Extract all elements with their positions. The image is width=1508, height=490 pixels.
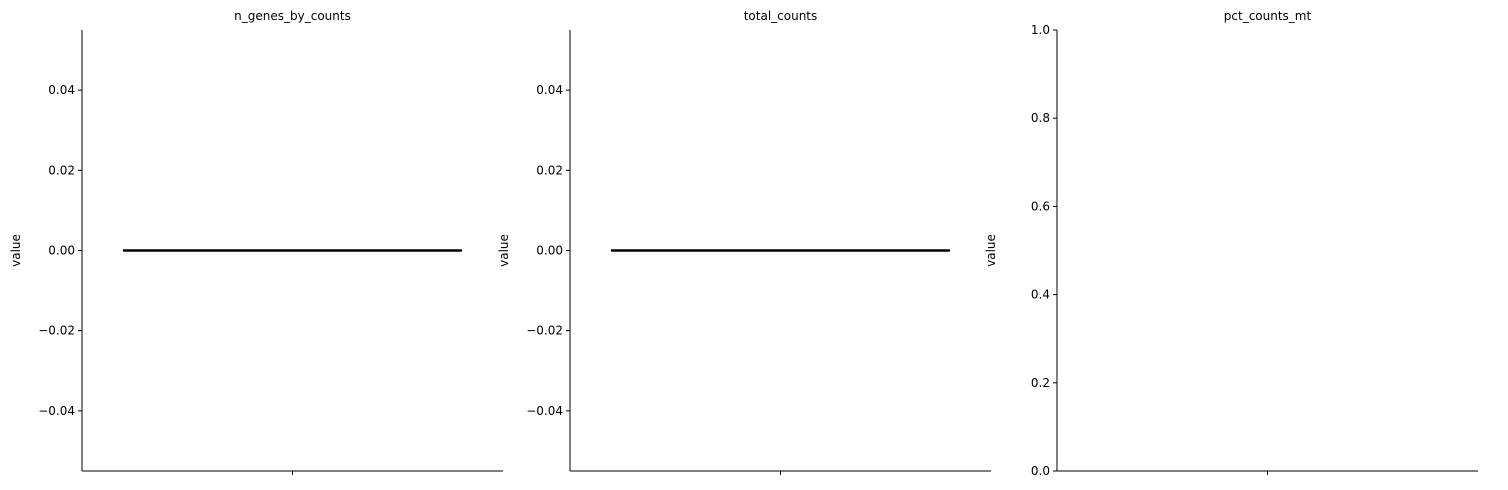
y-tick-label: −0.02 [38, 324, 75, 338]
y-tick-label: 0.8 [1031, 111, 1050, 125]
chart-title: total_counts [744, 9, 818, 23]
chart-panel-1: n_genes_by_counts −0.04 −0.02 0.00 0.02 0.04 v… [9, 9, 503, 475]
y-tick-label: 0.6 [1031, 199, 1050, 213]
chart-title: pct_counts_mt [1224, 9, 1312, 23]
y-tick-label: 1.0 [1031, 23, 1050, 37]
y-axis-label: value [9, 234, 23, 267]
y-tick-label: 0.04 [48, 83, 75, 97]
y-tick-label: 0.0 [1031, 464, 1050, 478]
y-tick-label: 0.04 [536, 83, 563, 97]
y-tick-label: 0.00 [536, 244, 563, 258]
chart-panel-3: pct_counts_mt 0.0 0.2 0.4 0.6 0.8 1.0 value [984, 9, 1478, 478]
y-tick-label: 0.02 [48, 163, 75, 177]
y-tick-label: 0.00 [48, 244, 75, 258]
y-axis-label: value [984, 234, 998, 267]
y-tick-label: −0.04 [38, 404, 75, 418]
chart-title: n_genes_by_counts [234, 9, 351, 23]
y-tick-label: −0.04 [526, 404, 563, 418]
y-tick-label: 0.4 [1031, 288, 1050, 302]
y-tick-label: 0.2 [1031, 376, 1050, 390]
chart-panel-2: total_counts −0.04 −0.02 0.00 0.02 0.04 value [497, 9, 991, 475]
y-tick-label: −0.02 [526, 324, 563, 338]
y-tick-label: 0.02 [536, 163, 563, 177]
y-axis-label: value [497, 234, 511, 267]
